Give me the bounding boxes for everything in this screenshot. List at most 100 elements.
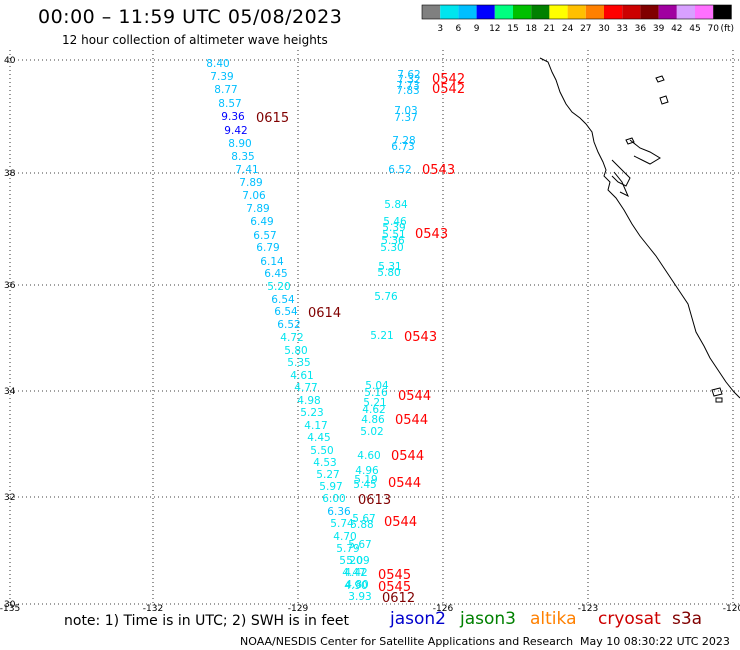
- wave-height-value: 6.57: [253, 230, 276, 242]
- wave-height-value: 7.73: [396, 80, 419, 92]
- wave-height-value: 8.90: [228, 138, 251, 150]
- legend-tick: 15: [507, 24, 518, 34]
- wave-height-value: 4.77: [294, 382, 317, 394]
- legend-swatch: [549, 5, 568, 19]
- wave-height-value: 6.54: [274, 306, 298, 318]
- pass-time-label: 0544: [395, 413, 428, 428]
- wave-height-value: 4.96: [355, 465, 379, 477]
- map-subtitle: 12 hour collection of altimeter wave hei…: [62, 33, 328, 47]
- legend-swatch: [604, 5, 623, 19]
- lat-tick-label: 40: [4, 56, 16, 66]
- wave-height-value: 7.62: [397, 69, 420, 81]
- legend-unit: (ft): [720, 24, 734, 34]
- pass-time-label: 0612: [382, 591, 415, 606]
- legend-swatch: [422, 5, 441, 19]
- legend-swatch: [585, 5, 604, 19]
- wave-height-value: 5.20: [267, 281, 290, 293]
- wave-height-value: 5.80: [377, 267, 400, 279]
- island-4: [711, 387, 723, 397]
- map-title: 00:00 – 11:59 UTC 05/08/2023: [38, 6, 343, 28]
- wave-height-value: 5.04: [365, 380, 389, 392]
- pass-time-label: 0545: [378, 568, 411, 583]
- wave-height-value: 5.80: [284, 345, 307, 357]
- wave-height-value: 4.70: [333, 531, 356, 543]
- legend-swatch: [695, 5, 714, 19]
- wave-height-value: 5.76: [374, 291, 398, 303]
- island-1: [655, 75, 665, 83]
- wave-height-value: 4.80: [345, 579, 368, 591]
- pass-time-label: 0543: [415, 227, 448, 242]
- legend-swatch: [658, 5, 677, 19]
- wave-height-value: 4.98: [297, 395, 320, 407]
- legend-tick: 70: [707, 24, 719, 34]
- wave-height-value: 7.37: [394, 112, 417, 124]
- wave-height-value: 5.36: [381, 235, 405, 247]
- satellite-s3a: s3a: [672, 609, 703, 629]
- sf-bay-shore: [611, 159, 631, 187]
- legend-tick: 24: [562, 24, 574, 34]
- wave-height-value: 6.73: [391, 141, 414, 153]
- wave-height-value: 5.50: [310, 445, 333, 457]
- lon-tick-label: -132: [143, 604, 163, 614]
- legend-tick: 27: [580, 24, 591, 34]
- lon-tick-label: -120: [723, 604, 740, 614]
- color-legend: 3 6 9 12 15 18 21 24 27 30 33 36 39 42 45 70 (ft): [421, 4, 734, 34]
- wave-height-value: 4.62: [362, 404, 385, 416]
- pass-time-label: 0613: [358, 493, 391, 508]
- legend-tick: 36: [635, 24, 647, 34]
- wave-height-value: 3.93: [348, 591, 371, 603]
- pass-time-label: 0544: [391, 449, 424, 464]
- legend-swatch: [458, 5, 477, 19]
- satellite-jason2: jason2: [390, 609, 446, 629]
- coastline: [539, 57, 740, 403]
- wave-height-value: 5.51: [382, 229, 405, 241]
- wave-height-value: 4.72: [280, 332, 303, 344]
- wave-height-value: 5.02: [360, 426, 383, 438]
- wave-height-value: 4.47: [342, 567, 365, 579]
- island-3: [625, 137, 635, 145]
- legend-tick: 21: [544, 24, 555, 34]
- wave-height-value: 4.90: [344, 580, 367, 592]
- wave-height-value: 4.60: [357, 450, 380, 462]
- wave-height-value: 5.84: [384, 199, 408, 211]
- wave-height-value: 6.14: [260, 256, 284, 268]
- wave-height-value: 8.35: [231, 151, 254, 163]
- wave-height-value: 5.74: [330, 518, 354, 530]
- wave-height-value: 5.67: [348, 539, 371, 551]
- pass-time-label: 0542: [432, 82, 465, 97]
- timestamp: May 10 08:30:22 UTC 2023: [580, 635, 730, 648]
- wave-height-value: 5.30: [380, 242, 403, 254]
- lat-tick-label: 38: [4, 169, 16, 179]
- wave-height-value: 6.52: [388, 164, 411, 176]
- wave-height-value: 4.42: [344, 567, 367, 579]
- legend-tick: 30: [598, 24, 610, 34]
- wave-height-value: 5.21: [370, 330, 393, 342]
- pass-time-label: 0614: [308, 306, 341, 321]
- pass-time-label: 0615: [256, 111, 289, 126]
- pass-time-label: 0544: [384, 515, 417, 530]
- lon-tick-label: -129: [288, 604, 309, 614]
- wave-height-points: 8.407.398.778.579.369.428.908.357.417.89…: [206, 58, 420, 603]
- legend-swatch: [494, 5, 513, 19]
- wave-height-value: 7.41: [235, 164, 258, 176]
- wave-height-value: 6.52: [277, 319, 300, 331]
- legend-swatch: [440, 5, 459, 19]
- wave-height-value: 7.28: [392, 135, 415, 147]
- wave-height-value: 7.83: [396, 85, 419, 97]
- pass-time-label: 0542: [432, 72, 465, 87]
- legend-swatch: [476, 5, 495, 19]
- wave-height-value: 7.39: [210, 71, 233, 83]
- satellite-jason3: jason3: [460, 609, 516, 629]
- wave-height-value: 7.89: [239, 177, 262, 189]
- footer-note: note: 1) Time is in UTC; 2) SWH is in fe…: [64, 613, 350, 629]
- legend-swatch: [513, 5, 532, 19]
- wave-height-value: 6.79: [256, 242, 279, 254]
- legend-tick: 12: [489, 24, 500, 34]
- pass-time-label: 0545: [378, 580, 411, 595]
- wave-height-value: 6.00: [322, 493, 345, 505]
- lat-tick-label: 34: [4, 387, 16, 397]
- wave-height-value: 5.45: [353, 479, 376, 491]
- wave-height-value: 5.67: [352, 513, 375, 525]
- wave-height-value: 7.89: [246, 203, 269, 215]
